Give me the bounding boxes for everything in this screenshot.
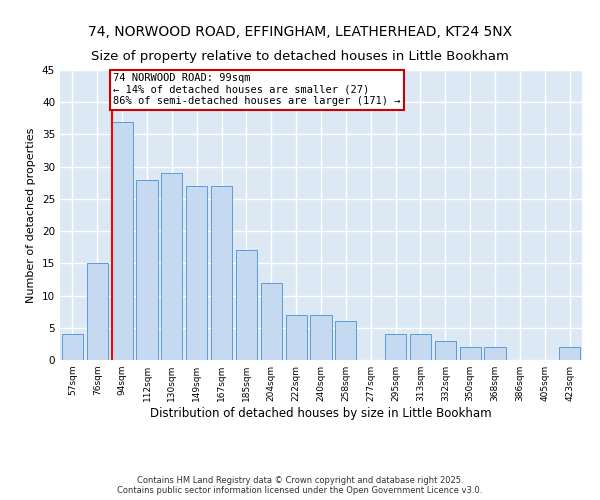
- Text: 74 NORWOOD ROAD: 99sqm
← 14% of detached houses are smaller (27)
86% of semi-det: 74 NORWOOD ROAD: 99sqm ← 14% of detached…: [113, 73, 401, 106]
- Bar: [435, 340, 456, 360]
- Text: Contains HM Land Registry data © Crown copyright and database right 2025.
Contai: Contains HM Land Registry data © Crown c…: [118, 476, 482, 495]
- Bar: [236, 250, 257, 360]
- Bar: [460, 347, 481, 360]
- X-axis label: Distribution of detached houses by size in Little Bookham: Distribution of detached houses by size …: [150, 407, 492, 420]
- Bar: [211, 186, 232, 360]
- Bar: [310, 315, 332, 360]
- Bar: [286, 315, 307, 360]
- Bar: [559, 347, 580, 360]
- Bar: [87, 264, 108, 360]
- Bar: [62, 334, 83, 360]
- Bar: [410, 334, 431, 360]
- Bar: [136, 180, 158, 360]
- Text: 74, NORWOOD ROAD, EFFINGHAM, LEATHERHEAD, KT24 5NX: 74, NORWOOD ROAD, EFFINGHAM, LEATHERHEAD…: [88, 25, 512, 39]
- Bar: [484, 347, 506, 360]
- Bar: [112, 122, 133, 360]
- Bar: [385, 334, 406, 360]
- Bar: [161, 173, 182, 360]
- Bar: [261, 282, 282, 360]
- Bar: [186, 186, 207, 360]
- Text: Size of property relative to detached houses in Little Bookham: Size of property relative to detached ho…: [91, 50, 509, 63]
- Y-axis label: Number of detached properties: Number of detached properties: [26, 128, 37, 302]
- Bar: [335, 322, 356, 360]
